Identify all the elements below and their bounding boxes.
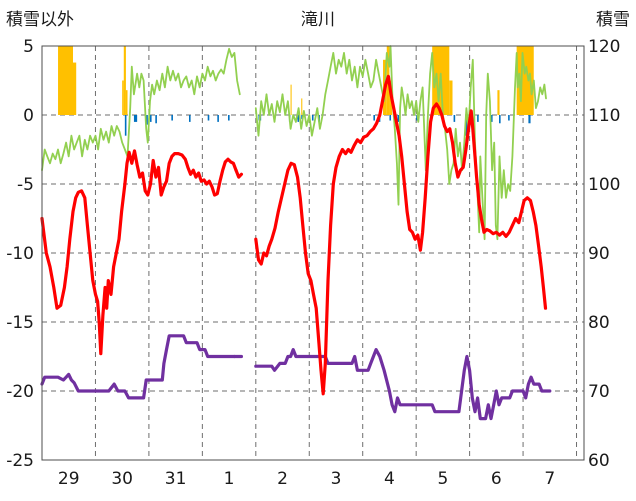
precip-bar — [477, 115, 479, 122]
temperature-line — [40, 149, 238, 356]
snowfall-bar — [449, 80, 453, 115]
snowfall-bar — [290, 84, 292, 115]
right-tick-label: 80 — [588, 313, 610, 333]
left-tick-label: -5 — [17, 175, 34, 195]
right-tick-label: 70 — [588, 382, 610, 402]
x-tick-label: 31 — [165, 469, 187, 489]
precip-bar — [528, 115, 531, 124]
snowfall-bar — [58, 46, 74, 115]
right-tick-label: 110 — [588, 106, 620, 126]
precip-bar — [217, 115, 219, 122]
snowfall-bars — [58, 46, 534, 115]
left-tick-label: 0 — [23, 106, 34, 126]
snowfall-bar — [497, 90, 500, 115]
wind-line — [41, 47, 241, 172]
x-tick-label: 4 — [384, 469, 395, 489]
x-tick-label: 6 — [491, 469, 502, 489]
right-tick-label: 120 — [588, 37, 620, 57]
precip-bar — [155, 115, 157, 124]
precip-bar — [124, 115, 127, 136]
right-tick-labels: 120 110 100 90 80 70 60 — [588, 37, 620, 471]
precip-bar — [490, 115, 493, 122]
snowfall-bar — [73, 62, 77, 115]
precip-bar — [416, 115, 418, 121]
right-axis-title: 積雪 — [596, 10, 630, 30]
x-tick-label: 29 — [58, 469, 80, 489]
x-tick-labels: 29 30 31 1 2 3 4 5 6 7 — [58, 469, 555, 489]
x-tick-label: 1 — [224, 469, 235, 489]
snowfall-bar — [125, 90, 128, 115]
precip-bar — [297, 115, 299, 122]
temperature-line — [234, 168, 243, 179]
snowfall-bar — [122, 80, 124, 115]
snowfall-bar — [123, 46, 126, 115]
left-tick-label: -25 — [6, 451, 34, 471]
x-tick-label: 5 — [437, 469, 448, 489]
left-tick-label: -20 — [6, 382, 34, 402]
dewpoint-line — [254, 348, 552, 421]
left-tick-label: -15 — [6, 313, 34, 333]
right-tick-label: 100 — [588, 175, 620, 195]
precip-bar — [311, 115, 314, 121]
precip-bar — [499, 115, 501, 124]
x-tick-label: 30 — [111, 469, 133, 489]
snowfall-bar — [301, 98, 303, 115]
precip-bar — [397, 115, 400, 122]
precip-bar — [508, 115, 510, 121]
plot-frame — [41, 45, 585, 461]
precip-bar — [207, 115, 210, 121]
left-tick-labels: 5 0 -5 -10 -15 -20 -25 — [6, 37, 34, 471]
precip-bar — [228, 115, 230, 121]
precip-bar — [188, 115, 191, 122]
left-axis-title: 積雪以外 — [6, 10, 74, 30]
left-tick-label: 5 — [23, 37, 34, 57]
wind-line — [254, 45, 547, 241]
x-tick-label: 2 — [277, 469, 288, 489]
chart-title: 滝川 — [301, 10, 335, 30]
series-lines — [40, 45, 552, 421]
left-tick-label: -10 — [6, 244, 34, 264]
precip-bar — [171, 115, 173, 121]
precip-bar — [389, 115, 392, 121]
x-tick-label: 7 — [544, 469, 555, 489]
right-tick-label: 90 — [588, 244, 610, 264]
precip-bar — [373, 115, 376, 121]
precip-bar — [133, 115, 138, 122]
dewpoint-line — [40, 334, 236, 400]
precip-bar — [149, 115, 152, 122]
right-tick-label: 60 — [588, 451, 610, 471]
temperature-line — [254, 74, 548, 396]
x-tick-label: 3 — [331, 469, 342, 489]
precip-bar — [301, 115, 303, 120]
precip-bar — [146, 115, 148, 125]
precip-bar — [453, 115, 456, 122]
precip-bar — [465, 115, 468, 136]
